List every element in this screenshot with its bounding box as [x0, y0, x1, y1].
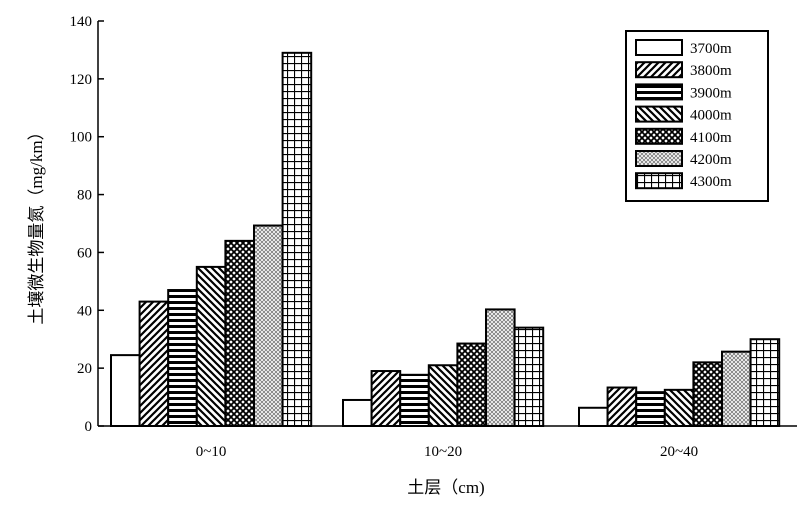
y-axis-title: 土壤微生物量氮（mg/km） [26, 123, 46, 324]
legend-swatch-4100m [635, 127, 683, 145]
x-tick-label: 0~10 [196, 444, 227, 460]
legend-label-4100m: 4100m [690, 130, 732, 146]
y-tick-label: 100 [70, 130, 93, 146]
y-tick-label: 40 [77, 303, 92, 319]
bar-4100m-10~20 [456, 342, 487, 427]
bar-4000m-0~10 [195, 265, 227, 427]
legend-label-3800m: 3800m [690, 63, 732, 79]
legend-label-3900m: 3900m [690, 85, 732, 101]
x-tick-label: 20~40 [660, 444, 698, 460]
bar-4300m-0~10 [281, 51, 313, 427]
bar-3700m-10~20 [342, 398, 373, 428]
bar-4100m-0~10 [224, 239, 255, 427]
y-tick-label: 120 [70, 72, 93, 88]
legend-label-4200m: 4200m [690, 152, 732, 168]
legend-swatch-3800m [635, 61, 683, 79]
bar-4100m-20~40 [692, 361, 724, 428]
bar-3800m-20~40 [606, 386, 638, 427]
bar-3800m-0~10 [138, 300, 170, 428]
bar-3900m-20~40 [635, 391, 666, 427]
bar-3800m-10~20 [370, 370, 402, 427]
legend-swatch-3700m [635, 39, 683, 56]
legend-label-4000m: 4000m [690, 108, 732, 124]
bar-3700m-20~40 [578, 406, 609, 427]
legend: 3700m 3800m 3900m 4000m 4100m 4200m 4300m [625, 30, 769, 202]
bar-4200m-10~20 [485, 308, 516, 427]
bar-4200m-0~10 [253, 224, 284, 427]
y-tick-label: 80 [77, 188, 92, 204]
y-tick-label: 0 [85, 419, 93, 435]
legend-label-3700m: 3700m [690, 41, 732, 57]
y-tick-label: 140 [70, 14, 93, 30]
bar-4300m-10~20 [513, 326, 545, 427]
bar-4200m-20~40 [721, 350, 752, 427]
y-tick-label: 20 [77, 361, 92, 377]
legend-swatch-4300m [635, 172, 683, 190]
bar-3700m-0~10 [110, 354, 141, 427]
bar-4000m-20~40 [663, 388, 695, 428]
legend-box [625, 30, 769, 202]
legend-swatch-4200m [635, 150, 683, 167]
bar-4000m-10~20 [427, 364, 459, 427]
bar-3900m-0~10 [167, 289, 198, 427]
legend-label-4300m: 4300m [690, 174, 732, 190]
y-tick-label: 60 [77, 245, 92, 261]
legend-swatch-3900m [635, 83, 683, 101]
x-tick-label: 10~20 [424, 444, 462, 460]
legend-swatch-4000m [635, 105, 683, 123]
x-axis-title: 土层（cm) [407, 478, 484, 497]
bar-4300m-20~40 [749, 338, 781, 428]
bar-3900m-10~20 [399, 373, 430, 427]
